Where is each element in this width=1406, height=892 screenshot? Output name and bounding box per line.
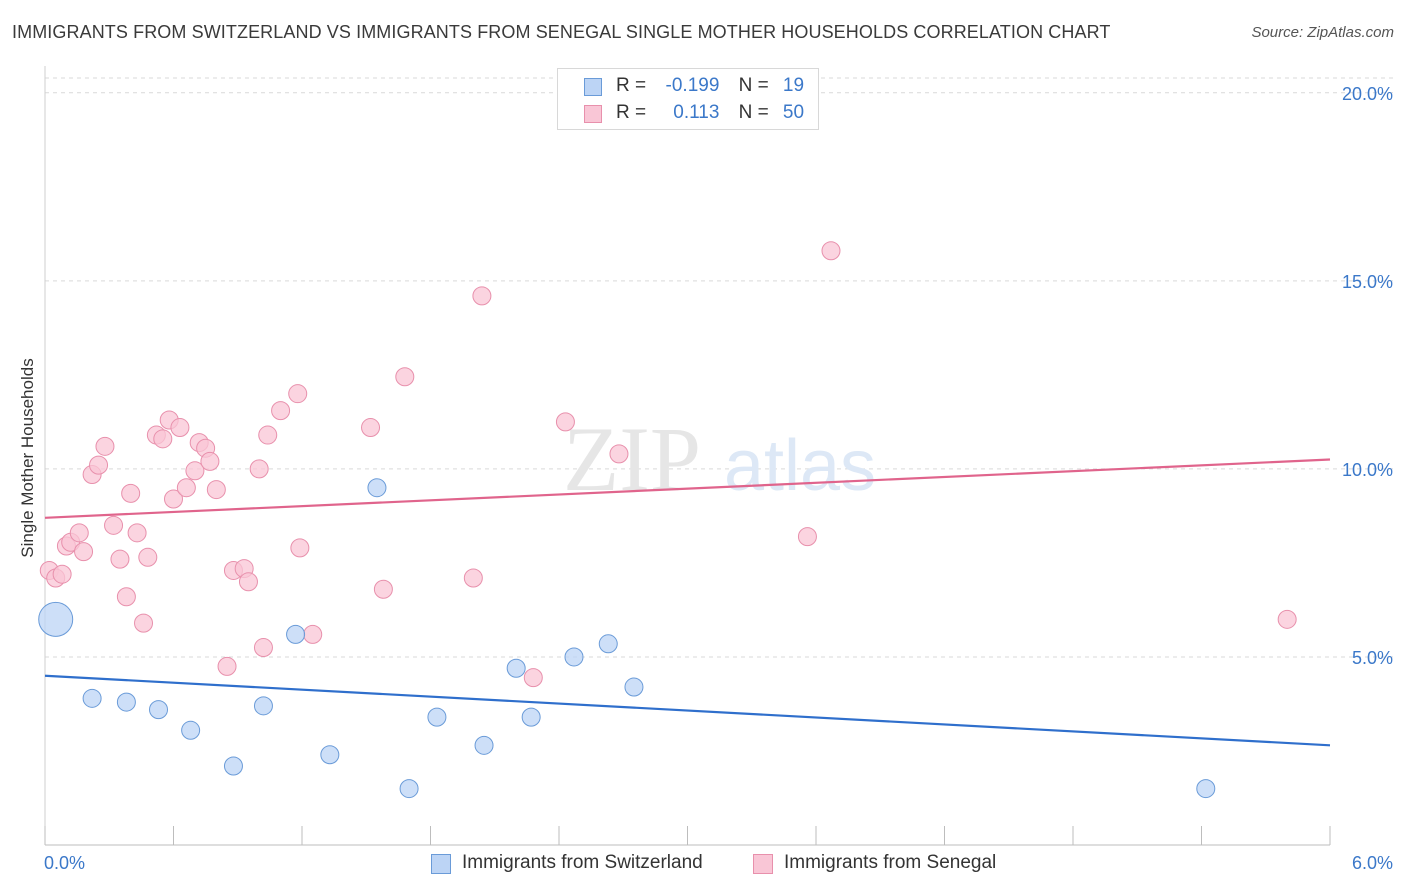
data-point-senegal: [797, 527, 817, 547]
correlation-legend: R = -0.199 N = 19 R = 0.113 N = 50: [557, 68, 819, 130]
y-tick-label: 15.0%: [1342, 272, 1393, 292]
data-point-senegal: [52, 564, 72, 584]
data-point-senegal: [217, 656, 237, 676]
data-point-senegal: [206, 480, 226, 500]
data-point-senegal: [303, 624, 323, 644]
data-point-senegal: [555, 412, 575, 432]
data-point-switzerland: [223, 756, 243, 776]
legend-n-label: N =: [738, 75, 769, 96]
data-point-senegal: [69, 523, 89, 543]
points-layer: [38, 241, 1297, 799]
data-point-senegal: [138, 547, 158, 567]
data-point-switzerland: [564, 647, 584, 667]
data-point-senegal: [95, 436, 115, 456]
y-tick-label: 10.0%: [1342, 460, 1393, 480]
data-point-senegal: [395, 367, 415, 387]
legend-swatch-switzerland: [584, 78, 602, 96]
data-point-senegal: [185, 461, 205, 481]
data-point-senegal: [253, 638, 273, 658]
data-point-senegal: [288, 384, 308, 404]
trend-line-switzerland: [44, 674, 1331, 747]
data-point-senegal: [74, 542, 94, 562]
y-tick-label: 5.0%: [1352, 648, 1393, 668]
data-point-senegal: [523, 668, 543, 688]
data-point-senegal: [373, 579, 393, 599]
data-point-senegal: [104, 515, 124, 535]
data-point-senegal: [249, 459, 269, 479]
data-point-senegal: [176, 478, 196, 498]
data-point-senegal: [121, 483, 141, 503]
data-point-senegal: [200, 451, 220, 471]
data-point-switzerland: [320, 745, 340, 765]
watermark-atlas: atlas: [724, 426, 876, 506]
watermark: ZIP atlas: [563, 408, 876, 510]
data-point-switzerland: [521, 707, 541, 727]
data-point-switzerland: [624, 677, 644, 697]
data-point-senegal: [110, 549, 130, 569]
bottom-legend-label-senegal: Immigrants from Senegal: [784, 852, 997, 873]
data-point-switzerland: [253, 696, 273, 716]
legend-n-value: 50: [782, 102, 805, 123]
data-point-switzerland: [181, 720, 201, 740]
data-point-senegal: [290, 538, 310, 558]
axis-layer: [44, 66, 1331, 846]
data-point-switzerland: [116, 692, 136, 712]
data-point-switzerland: [286, 624, 306, 644]
data-point-switzerland: [598, 634, 618, 654]
y-tick-label: 20.0%: [1342, 84, 1393, 104]
data-point-senegal: [164, 489, 183, 509]
trend-layer: [44, 458, 1331, 747]
legend-r-label: R =: [616, 75, 647, 96]
x-tick-label: 0.0%: [44, 853, 85, 873]
data-point-senegal: [116, 587, 136, 607]
data-point-senegal: [1277, 609, 1297, 629]
data-point-switzerland: [399, 779, 419, 799]
data-point-switzerland: [1196, 779, 1216, 799]
data-point-senegal: [238, 572, 258, 592]
data-point-senegal: [258, 425, 278, 445]
legend-r-label: R =: [616, 102, 647, 123]
data-point-switzerland: [82, 688, 102, 708]
legend-swatch-senegal: [584, 105, 602, 123]
bottom-legend-swatch-senegal: [753, 854, 773, 874]
x-tick-label: 6.0%: [1352, 853, 1393, 873]
data-point-senegal: [271, 401, 291, 421]
watermark-zip: ZIP: [563, 408, 701, 510]
legend-n-value: 19: [782, 75, 805, 96]
data-point-senegal: [361, 418, 381, 438]
data-point-switzerland: [427, 707, 447, 727]
source-label: Source: ZipAtlas.com: [1251, 24, 1394, 41]
data-point-switzerland: [367, 478, 387, 498]
data-point-senegal: [127, 523, 147, 543]
data-point-senegal: [472, 286, 492, 306]
data-point-switzerland: [149, 700, 169, 720]
data-point-senegal: [153, 429, 173, 449]
legend-r-value: 0.113: [673, 102, 720, 123]
bottom-legend-swatch-switzerland: [431, 854, 451, 874]
chart-title: IMMIGRANTS FROM SWITZERLAND VS IMMIGRANT…: [12, 22, 1111, 42]
trend-line-senegal: [44, 458, 1331, 519]
data-point-senegal: [821, 241, 841, 261]
legend-n-label: N =: [738, 102, 769, 123]
data-point-senegal: [134, 613, 154, 633]
data-point-senegal: [170, 418, 190, 438]
data-point-senegal: [463, 568, 483, 588]
legend-r-value: -0.199: [665, 75, 720, 96]
data-point-switzerland: [506, 658, 526, 678]
data-point-senegal: [89, 455, 109, 475]
data-point-senegal: [609, 444, 629, 464]
bottom-legend-label-switzerland: Immigrants from Switzerland: [462, 852, 703, 873]
data-point-switzerland: [38, 601, 74, 637]
data-point-switzerland: [474, 735, 494, 755]
tick-label-layer: 5.0% 10.0% 15.0% 20.0% 0.0% 6.0%: [44, 84, 1393, 873]
